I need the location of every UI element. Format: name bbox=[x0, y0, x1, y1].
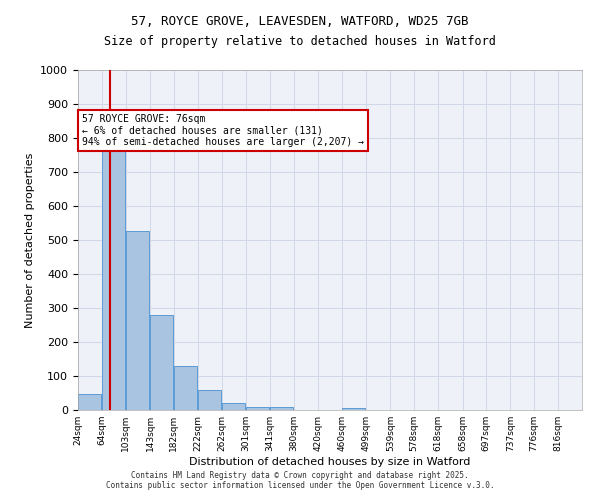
Bar bbox=[198, 390, 221, 410]
X-axis label: Distribution of detached houses by size in Watford: Distribution of detached houses by size … bbox=[190, 457, 470, 467]
Text: Size of property relative to detached houses in Watford: Size of property relative to detached ho… bbox=[104, 35, 496, 48]
Bar bbox=[150, 316, 173, 410]
Bar bbox=[270, 406, 293, 410]
Bar bbox=[78, 394, 101, 410]
Bar bbox=[246, 406, 269, 410]
Bar bbox=[174, 366, 197, 410]
Text: 57 ROYCE GROVE: 76sqm
← 6% of detached houses are smaller (131)
94% of semi-deta: 57 ROYCE GROVE: 76sqm ← 6% of detached h… bbox=[82, 114, 364, 148]
Bar bbox=[102, 134, 125, 410]
Y-axis label: Number of detached properties: Number of detached properties bbox=[25, 152, 35, 328]
Text: Contains HM Land Registry data © Crown copyright and database right 2025.
Contai: Contains HM Land Registry data © Crown c… bbox=[106, 470, 494, 490]
Bar bbox=[126, 232, 149, 410]
Text: 57, ROYCE GROVE, LEAVESDEN, WATFORD, WD25 7GB: 57, ROYCE GROVE, LEAVESDEN, WATFORD, WD2… bbox=[131, 15, 469, 28]
Bar bbox=[223, 402, 245, 410]
Bar bbox=[343, 408, 365, 410]
